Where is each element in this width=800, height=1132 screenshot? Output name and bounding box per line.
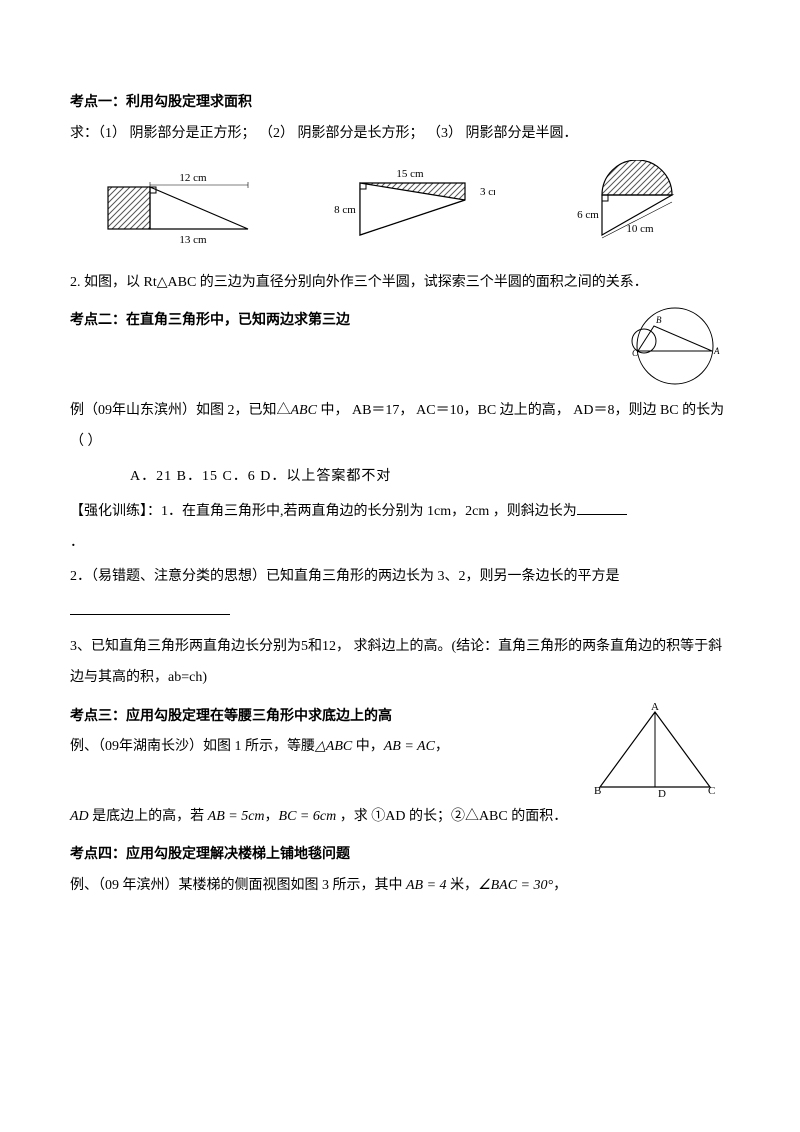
section2-train3: 3、已知直角三角形两直角边长分别为5和12， 求斜边上的高。(结论：直角三角形的… [70,632,730,694]
section1-q2: 2. 如图，以 Rt△ABC 的三边为直径分别向外作三个半圆，试探索三个半圆的面… [70,268,730,299]
section3-example-line2: AD 是底边上的高，若 AB = 5cm，BC = 6cm ，求 ①AD 的长；… [70,802,730,833]
fig2-left-label: 8 cm [334,204,356,216]
tri-B: B [594,785,601,797]
s3-eq1: AB = AC [384,739,435,754]
s3-ex: 例、（09年湖南长沙）如图 1 所示，等腰 [70,739,315,754]
figure-three-semicircles: B C A [610,296,730,396]
s3-mid1: 中， [352,739,384,754]
section2-train1: 【强化训练】：1．在直角三角形中,若两直角边的长分别为 1cm，2cm ，则斜边… [70,497,730,559]
section1-prompt: 求：（1） 阴影部分是正方形； （2） 阴影部分是长方形； （3） 阴影部分是半… [70,119,730,150]
s3-eq3: BC = 6cm [279,809,337,824]
s3-tri: △ABC [315,739,352,754]
s3-c1: ， [435,739,449,754]
s3-l2a: AD [70,809,89,824]
fig2-top-label: 15 cm [396,168,424,180]
figure-1-square-triangle: 12 cm 13 cm [98,165,268,245]
s3-l2c: ， [265,809,279,824]
s4-c: ， [553,878,567,893]
figures-row-1: 12 cm 13 cm 15 cm 8 cm 3 cm 6 cm 10 cm [70,160,730,250]
s3-eq2: AB = 5cm [208,809,265,824]
s2-abc: ABC [291,403,317,418]
s4-eq2: ∠BAC = 30° [478,878,553,893]
blank-2 [70,601,230,615]
s2-t1-text: 【强化训练】：1．在直角三角形中,若两直角边的长分别为 1cm，2cm ，则斜边… [70,504,577,519]
blank-1 [577,501,627,515]
figure-isoceles-triangle: A B C D [580,702,730,802]
section2-train2: 2．（易错题、注意分类的思想）已知直角三角形的两边长为 3、2，则另一条边长的平… [70,562,730,593]
section4-title: 考点四：应用勾股定理解决楼梯上铺地毯问题 [70,840,730,871]
section4-example: 例、（09 年滨州）某楼梯的侧面视图如图 3 所示，其中 AB = 4 米，∠B… [70,871,730,902]
svg-text:C: C [632,348,639,358]
tri-A: A [651,702,659,713]
fig1-bottom-label: 13 cm [180,234,208,245]
fig3-left-label: 6 cm [577,209,599,221]
section1-title: 考点一：利用勾股定理求面积 [70,88,730,119]
s2-ex-prefix: 例（09年山东滨州）如图 2，已知△ [70,403,291,418]
fig3-bottom-label: 10 cm [626,223,654,235]
blank-row [70,597,730,628]
s3-l2d: ，求 ①AD 的长；②△ABC 的面积． [336,809,567,824]
tri-C: C [708,785,715,797]
s3-l2b: 是底边上的高，若 [89,809,208,824]
figure-2-rect-triangle: 15 cm 8 cm 3 cm [325,165,495,245]
s4-b: 米， [447,878,479,893]
fig2-right-label: 3 cm [480,186,495,198]
section2-options: A．21 B．15 C．6 D．以上答案都不对 [70,462,730,493]
svg-text:B: B [656,315,662,325]
fig1-top-label: 12 cm [180,172,208,184]
tri-D: D [658,788,666,800]
section2-example: 例（09年山东滨州）如图 2，已知△ABC 中， AB＝17， AC＝10，BC… [70,396,730,458]
svg-text:A: A [713,346,720,356]
s4-a: 例、（09 年滨州）某楼梯的侧面视图如图 3 所示，其中 [70,878,406,893]
s4-eq1: AB = 4 [406,878,447,893]
figure-3-semicircle: 6 cm 10 cm [552,160,702,250]
